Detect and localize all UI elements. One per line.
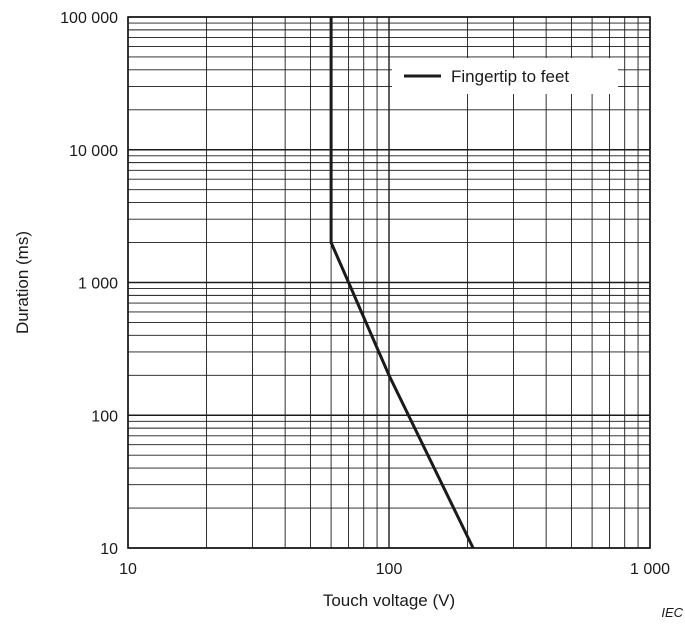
series-layer — [329, 17, 475, 549]
y-tick-label: 10 000 — [69, 143, 118, 160]
y-tick-label: 1 000 — [78, 276, 118, 293]
series-line — [329, 17, 475, 549]
y-tick-label: 10 — [100, 541, 118, 558]
plot-frame — [127, 16, 651, 549]
credit-label: IEC — [661, 605, 683, 620]
y-tick-label: 100 000 — [60, 10, 118, 27]
legend: Fingertip to feet — [392, 58, 618, 94]
grid — [127, 16, 651, 549]
tick-labels: 10 100 1 000 10 100 1 000 10 000 100 000 — [60, 10, 670, 578]
y-tick-label: 100 — [91, 408, 118, 425]
x-tick-label: 10 — [119, 561, 137, 578]
x-axis-label: Touch voltage (V) — [323, 591, 455, 610]
legend-label: Fingertip to feet — [451, 67, 569, 86]
y-axis-label: Duration (ms) — [13, 231, 32, 334]
x-tick-label: 100 — [376, 561, 403, 578]
x-tick-label: 1 000 — [630, 561, 670, 578]
